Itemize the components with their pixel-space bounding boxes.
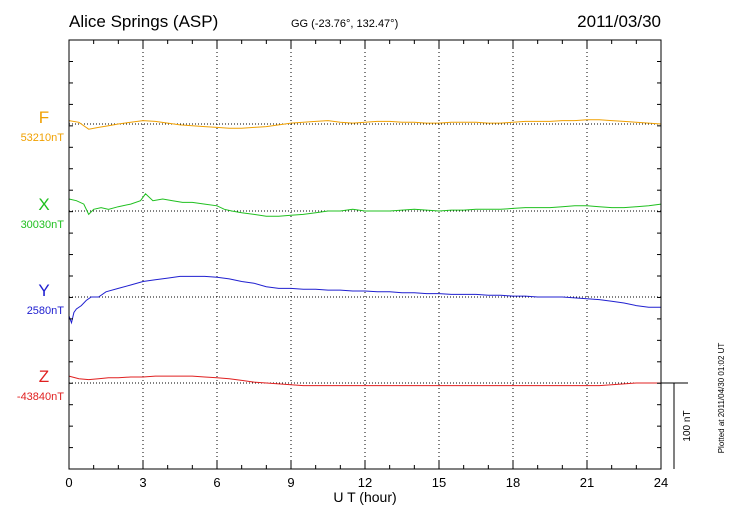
axis-ticks: 0 3 6 9 12 15 18 21 24: [65, 40, 668, 490]
series-baseline-y: 2580nT: [27, 305, 65, 317]
x-tick-label: 18: [506, 475, 520, 490]
series-baseline-z: -43840nT: [17, 391, 64, 403]
series-line-x: [68, 193, 662, 217]
station-title: Alice Springs (ASP): [69, 12, 218, 31]
series-line-z: [68, 375, 661, 387]
series-baseline-x: 30030nT: [21, 219, 65, 231]
plotted-at-note: Plotted at 2011/04/30 01:02 UT: [717, 343, 726, 454]
plot-frame: [68, 39, 662, 470]
series-line-y: [68, 275, 661, 325]
series-name-y: Y: [38, 281, 49, 300]
header: Alice Springs (ASP) GG (-23.76°, 132.47°…: [69, 12, 661, 31]
x-tick-label: 12: [358, 475, 372, 490]
series-line-f: [68, 119, 662, 130]
grid: [69, 40, 661, 469]
series-name-f: F: [39, 108, 49, 127]
x-tick-label: 15: [432, 475, 446, 490]
series-lines: [68, 119, 662, 387]
scale-bar-label: 100 nT: [682, 410, 693, 441]
plot-date: 2011/03/30: [577, 12, 661, 31]
x-tick-label: 21: [580, 475, 594, 490]
series-name-z: Z: [39, 367, 49, 386]
x-tick-label: 0: [65, 475, 72, 490]
x-tick-label: 24: [654, 475, 668, 490]
series-labels: F 53210nT X 30030nT Y 2580nT Z -43840nT: [17, 108, 64, 403]
series-baseline-f: 53210nT: [21, 132, 65, 144]
x-tick-label: 9: [287, 475, 294, 490]
station-coords: GG (-23.76°, 132.47°): [291, 18, 398, 30]
x-axis-label: U T (hour): [333, 489, 396, 505]
x-tick-label: 3: [139, 475, 146, 490]
x-tick-label: 6: [213, 475, 220, 490]
series-name-x: X: [38, 195, 49, 214]
scale-bar: 100 nT: [661, 382, 693, 469]
